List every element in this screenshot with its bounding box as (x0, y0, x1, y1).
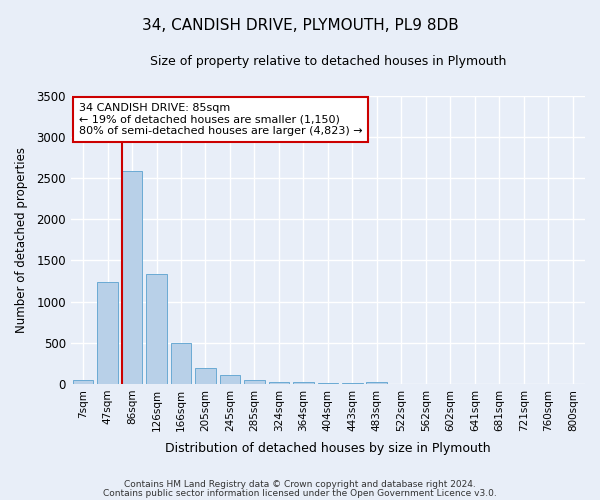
Bar (317, 383, 338, 384)
Bar (73, 380, 94, 384)
Y-axis label: Number of detached properties: Number of detached properties (15, 146, 28, 332)
Text: Contains HM Land Registry data © Crown copyright and database right 2024.: Contains HM Land Registry data © Crown c… (124, 480, 476, 489)
Bar (170, 343, 191, 384)
Text: 34, CANDISH DRIVE, PLYMOUTH, PL9 8DB: 34, CANDISH DRIVE, PLYMOUTH, PL9 8DB (142, 18, 458, 32)
Text: 34 CANDISH DRIVE: 85sqm
← 19% of detached houses are smaller (1,150)
80% of semi: 34 CANDISH DRIVE: 85sqm ← 19% of detache… (79, 103, 362, 136)
Bar (293, 382, 314, 384)
Bar (220, 376, 241, 384)
Bar (269, 382, 289, 384)
Title: Size of property relative to detached houses in Plymouth: Size of property relative to detached ho… (150, 55, 506, 68)
Text: Contains public sector information licensed under the Open Government Licence v3: Contains public sector information licen… (103, 490, 497, 498)
Bar (195, 368, 216, 384)
Bar (122, 170, 142, 384)
Bar (97, 282, 118, 384)
X-axis label: Distribution of detached houses by size in Plymouth: Distribution of detached houses by size … (165, 442, 491, 455)
Bar (146, 274, 167, 384)
Bar (244, 380, 265, 384)
Bar (342, 383, 363, 384)
Bar (367, 382, 387, 384)
